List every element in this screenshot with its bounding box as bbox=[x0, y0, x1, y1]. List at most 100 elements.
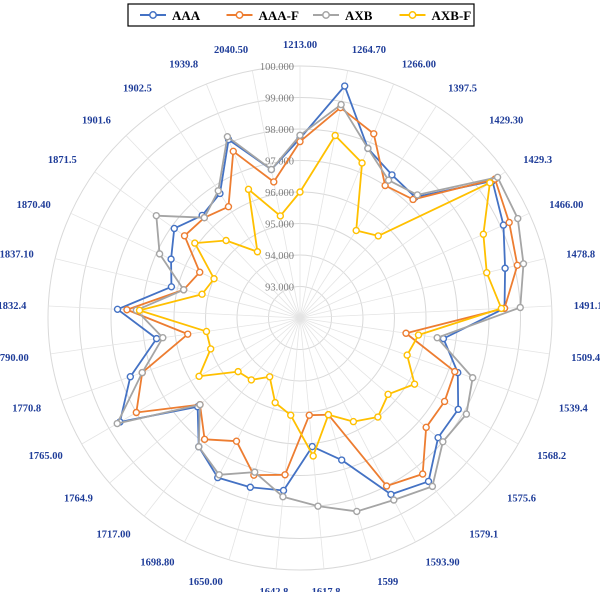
grid-spoke bbox=[55, 258, 301, 319]
category-label: 1593.90 bbox=[426, 558, 460, 569]
data-point bbox=[247, 376, 256, 384]
data-point bbox=[196, 268, 204, 276]
data-point bbox=[202, 327, 211, 336]
legend-item: AXB bbox=[313, 8, 373, 23]
data-point bbox=[265, 373, 274, 381]
data-point bbox=[513, 261, 522, 269]
grid-spoke bbox=[299, 317, 539, 401]
data-point bbox=[195, 443, 203, 451]
category-label: 1698.80 bbox=[140, 558, 174, 569]
data-point bbox=[479, 230, 488, 238]
category-label: 1397.5 bbox=[448, 83, 477, 94]
data-point bbox=[409, 195, 417, 204]
data-point bbox=[135, 306, 144, 315]
tick-label: 94.000 bbox=[265, 251, 294, 262]
data-point bbox=[468, 374, 477, 382]
category-label: 1939.8 bbox=[169, 60, 198, 71]
data-point bbox=[198, 290, 206, 298]
category-label: 1901.6 bbox=[82, 116, 111, 127]
grid-spoke bbox=[50, 317, 301, 355]
grid-spoke bbox=[70, 212, 301, 319]
grid-spoke bbox=[299, 70, 349, 319]
category-label: 1837.10 bbox=[0, 249, 34, 260]
category-label: 1642.8 bbox=[260, 587, 289, 592]
data-point bbox=[234, 367, 242, 376]
category-label: 1429.3 bbox=[523, 155, 552, 166]
data-point bbox=[414, 331, 423, 339]
grid-spoke bbox=[299, 171, 506, 319]
data-point bbox=[195, 372, 203, 380]
category-label: 1870.40 bbox=[17, 200, 51, 211]
category-label: 1717.00 bbox=[96, 529, 130, 540]
data-point bbox=[279, 493, 287, 501]
legend-item: AXB-F bbox=[399, 8, 471, 23]
data-point bbox=[374, 413, 382, 421]
data-point bbox=[196, 400, 204, 409]
data-point bbox=[403, 351, 411, 359]
data-point bbox=[388, 171, 396, 179]
radial-tick-labels: 93.000 94.000 95.000 96.000 97.000 98.000 99.0… bbox=[260, 62, 294, 294]
category-label: 1213.00 bbox=[283, 40, 317, 51]
data-point bbox=[246, 483, 255, 491]
series-axb bbox=[113, 100, 528, 516]
category-label: 1579.1 bbox=[469, 529, 498, 540]
data-point bbox=[519, 260, 528, 268]
data-point bbox=[309, 452, 317, 460]
data-point bbox=[155, 250, 164, 258]
category-label: 1429.30 bbox=[489, 116, 523, 127]
tick-label: 97.000 bbox=[265, 157, 294, 168]
data-point bbox=[126, 373, 135, 381]
grid-spoke bbox=[299, 317, 519, 445]
category-label: 1902.5 bbox=[123, 83, 152, 94]
data-point bbox=[434, 433, 442, 442]
series-line bbox=[126, 106, 519, 487]
data-point bbox=[200, 213, 209, 222]
data-point bbox=[337, 100, 345, 109]
data-point bbox=[364, 144, 372, 153]
series-line bbox=[116, 103, 525, 513]
data-point bbox=[113, 419, 121, 428]
data-point bbox=[180, 232, 189, 240]
tick-label: 96.000 bbox=[265, 188, 294, 199]
data-point bbox=[387, 490, 395, 499]
grid-spoke bbox=[299, 317, 372, 560]
grid-spoke bbox=[143, 317, 301, 517]
legend-label: AAA bbox=[172, 8, 201, 23]
data-point bbox=[214, 187, 222, 195]
data-point bbox=[210, 275, 218, 283]
data-point bbox=[486, 179, 494, 187]
category-label: 1617.8 bbox=[312, 587, 341, 592]
legend-box bbox=[127, 3, 475, 27]
data-point bbox=[374, 232, 382, 240]
data-point bbox=[267, 165, 276, 174]
series-group bbox=[113, 82, 528, 516]
data-point bbox=[493, 173, 502, 182]
category-label: 1575.6 bbox=[507, 493, 536, 504]
data-point bbox=[206, 345, 215, 353]
data-point bbox=[439, 438, 447, 446]
grid-spoke bbox=[299, 105, 437, 319]
data-point bbox=[497, 304, 506, 313]
category-label: 1568.2 bbox=[537, 451, 566, 462]
data-point bbox=[516, 303, 524, 312]
data-point bbox=[422, 423, 430, 432]
data-point bbox=[349, 417, 358, 426]
data-point bbox=[251, 468, 259, 476]
data-point bbox=[184, 330, 192, 338]
category-label: 1266.00 bbox=[402, 60, 436, 71]
data-point bbox=[170, 224, 178, 233]
data-point bbox=[244, 185, 253, 194]
data-point bbox=[138, 368, 146, 377]
grid-spoke bbox=[299, 135, 475, 319]
data-point bbox=[410, 380, 419, 388]
data-point bbox=[152, 211, 161, 220]
data-point bbox=[338, 456, 346, 464]
grid-spoke bbox=[184, 317, 301, 543]
legend-label: AAA-F bbox=[259, 8, 299, 23]
legend-marker bbox=[322, 11, 330, 19]
category-label: 1764.9 bbox=[64, 493, 93, 504]
grid-spoke bbox=[251, 70, 301, 319]
data-point bbox=[499, 221, 508, 229]
category-label: 1466.00 bbox=[549, 200, 583, 211]
